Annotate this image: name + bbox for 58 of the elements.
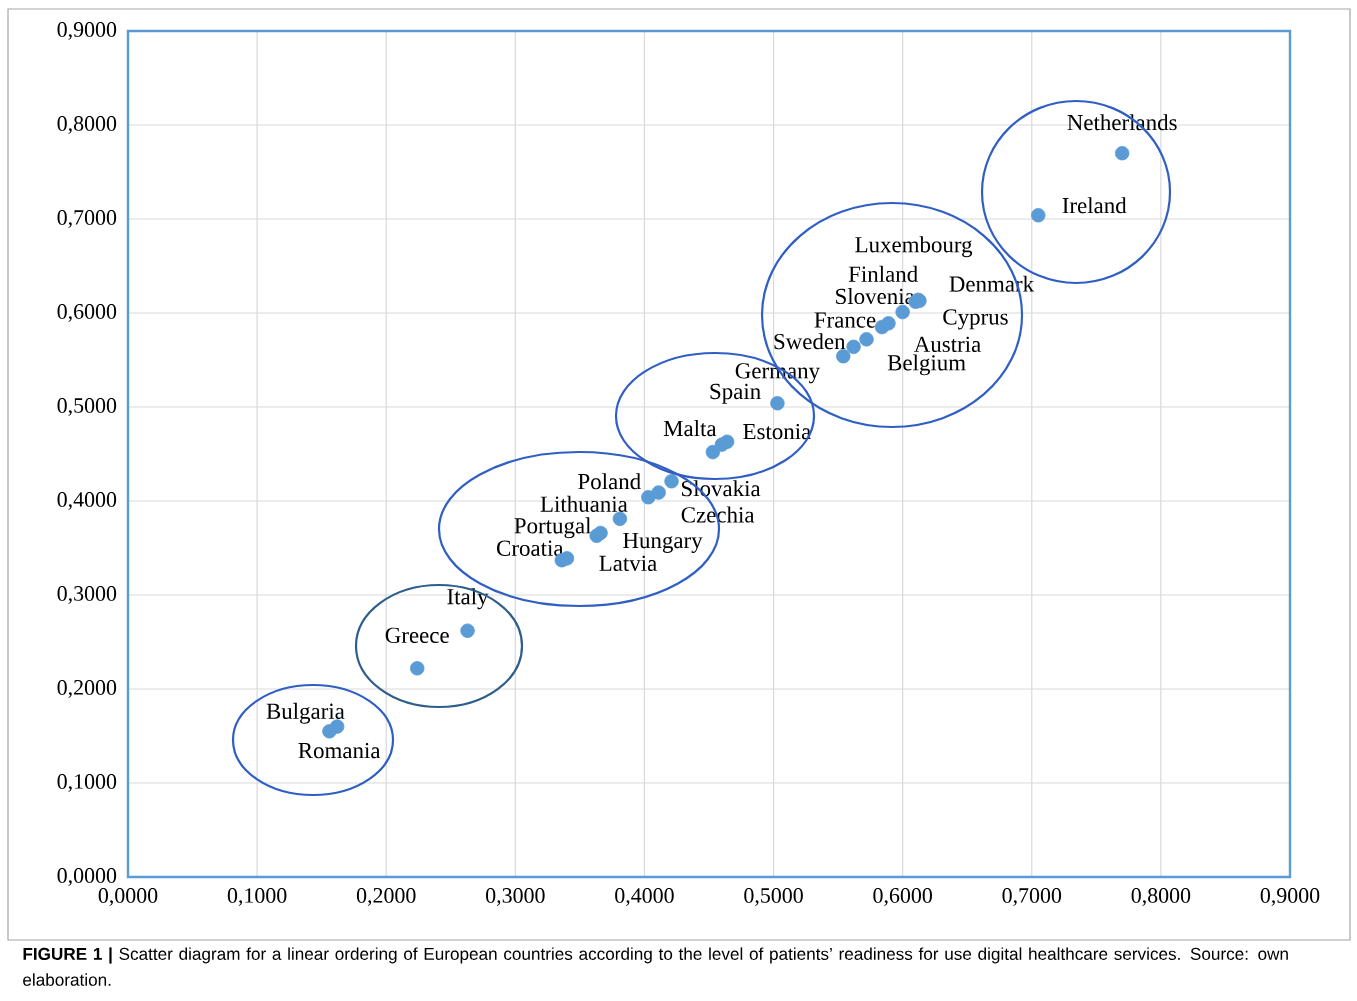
point	[770, 396, 785, 411]
annotation: Croatia	[497, 540, 564, 556]
point	[874, 319, 890, 335]
annotation: Italy	[447, 588, 489, 610]
point	[1114, 146, 1130, 161]
annotation: Spain	[710, 383, 761, 404]
annotation: Finland	[848, 265, 918, 282]
annotation: Malta	[663, 420, 717, 437]
point	[641, 490, 656, 505]
x-tick-label: 0,7000	[1002, 888, 1062, 906]
annotation: France	[814, 312, 876, 328]
annotation: Lithuania	[540, 495, 628, 512]
annotation: Greece	[385, 627, 449, 644]
annotation: Bulgaria	[266, 702, 345, 724]
x-tick-label: 0,6000	[873, 888, 932, 906]
x-tick-label: 0,8000	[1131, 888, 1191, 906]
x-tick-label: 0,9000	[1260, 888, 1320, 906]
point	[593, 525, 608, 541]
y-tick-label: 0,3000	[57, 586, 117, 604]
y-tick-label: 0,9000	[57, 22, 117, 40]
annotation: Cyprus	[943, 309, 1008, 330]
annotation: Latvia	[599, 555, 657, 572]
point	[895, 304, 910, 320]
point	[664, 474, 679, 489]
point	[410, 661, 425, 676]
x-tick-label: 0,5000	[744, 888, 803, 906]
annotation: Portugal	[514, 517, 592, 539]
y-tick-label: 0,0000	[57, 868, 117, 886]
annotation: Estonia	[743, 423, 811, 440]
x-tick-label: 0,0000	[98, 888, 158, 906]
y-tick-label: 0,6000	[57, 304, 117, 322]
point	[1031, 208, 1046, 223]
y-tick-label: 0,5000	[57, 398, 117, 416]
point	[859, 332, 874, 347]
point	[836, 349, 851, 364]
point	[705, 444, 721, 460]
annotation: Austria	[914, 336, 981, 353]
y-tick-label: 0,1000	[57, 774, 117, 792]
annotation: Sweden	[774, 333, 846, 350]
x-tick-label: 0,2000	[356, 888, 416, 906]
annotation: Ireland	[1062, 197, 1127, 214]
annotation: Hungary	[623, 532, 703, 553]
point	[612, 511, 628, 527]
annotation: Luxembourg	[855, 236, 973, 258]
y-tick-label: 0,2000	[57, 680, 117, 698]
point	[714, 437, 730, 452]
annotation: Poland	[578, 473, 641, 490]
annotation: Belgium	[887, 354, 966, 376]
y-tick-label: 0,8000	[57, 116, 117, 134]
point	[460, 623, 475, 638]
point	[846, 339, 861, 355]
x-tick-label: 0,1000	[227, 888, 287, 906]
y-tick-label: 0,7000	[57, 210, 117, 228]
text: FIGURE 1 | Scatter diagram for a linear ordering of European countries according to the level of patients’ readiness for use digital healthcare services. Source: own elaboration.	[23, 947, 1288, 986]
annotation: Romania	[298, 742, 381, 759]
x-tick-label: 0,3000	[486, 888, 545, 906]
x-tick-label: 0,4000	[615, 888, 674, 906]
y-tick-label: 0,4000	[57, 492, 117, 510]
